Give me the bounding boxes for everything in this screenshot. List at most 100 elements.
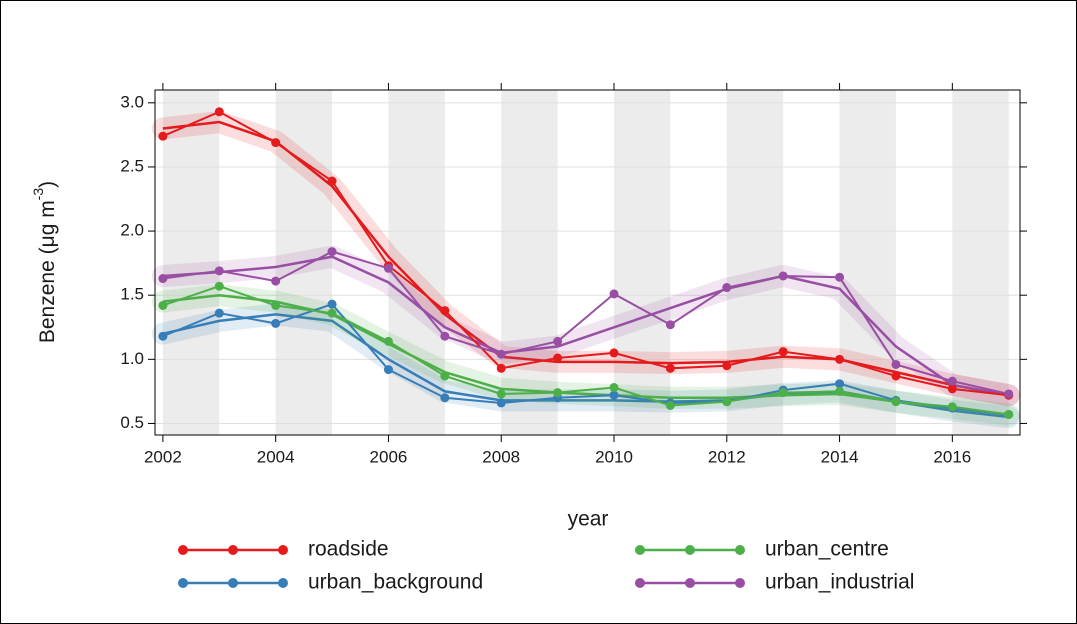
point [891, 397, 901, 407]
point [496, 389, 506, 399]
point [496, 363, 506, 373]
point [778, 271, 788, 281]
series-line [162, 285, 1009, 416]
point [947, 402, 957, 412]
point [835, 272, 845, 282]
point [271, 318, 281, 328]
x-axis-title: year [568, 508, 609, 531]
legend-point [228, 578, 238, 588]
x-tick-label: 2008 [482, 447, 520, 466]
point [1004, 389, 1014, 399]
legend-point [635, 545, 645, 555]
point [835, 386, 845, 396]
legend-point [278, 545, 288, 555]
legend-point [178, 578, 188, 588]
point [440, 331, 450, 341]
point [947, 384, 957, 394]
trend-line [162, 293, 1009, 416]
year-stripe [501, 90, 558, 435]
legend-label: roadside [308, 538, 389, 561]
legend-point [685, 578, 695, 588]
point [327, 299, 337, 309]
point [158, 131, 168, 141]
point [778, 388, 788, 398]
y-tick-label: 3.0 [120, 92, 144, 111]
point [214, 266, 224, 276]
point [271, 138, 281, 148]
point [327, 247, 337, 257]
y-tick-label: 2.0 [120, 221, 144, 240]
point [214, 308, 224, 318]
point [665, 320, 675, 330]
x-tick-label: 2006 [370, 447, 408, 466]
legend-point [735, 578, 745, 588]
legend-point [228, 545, 238, 555]
point [891, 371, 901, 381]
x-tick-label: 2004 [257, 447, 295, 466]
x-tick-label: 2002 [144, 447, 182, 466]
point [271, 276, 281, 286]
series-line [162, 110, 1009, 397]
point [496, 349, 506, 359]
point [440, 371, 450, 381]
legend-label: urban_background [308, 571, 483, 594]
y-title-main: Benzene (μg m [36, 200, 59, 343]
point [835, 379, 845, 389]
point [158, 300, 168, 310]
legend-point [635, 578, 645, 588]
point [553, 336, 563, 346]
point [158, 274, 168, 284]
legend-point [278, 578, 288, 588]
year-stripe [162, 90, 220, 435]
trend-line [162, 120, 1009, 397]
y-tick-label: 2.5 [120, 156, 144, 175]
point [214, 281, 224, 291]
y-axis-title: Benzene (μg m-3) [30, 181, 59, 343]
x-tick-label: 2014 [821, 447, 859, 466]
point [722, 283, 732, 293]
point [609, 390, 619, 400]
series-line [162, 250, 1009, 395]
point [609, 383, 619, 393]
point [158, 331, 168, 341]
point [383, 263, 393, 273]
year-stripe [726, 90, 784, 435]
point [440, 393, 450, 403]
point [947, 376, 957, 386]
legend-label: urban_centre [765, 538, 889, 561]
year-stripe [388, 90, 445, 435]
point [327, 176, 337, 186]
point [1004, 409, 1014, 419]
point [835, 354, 845, 364]
point [383, 365, 393, 375]
point [383, 336, 393, 346]
legend-point [685, 545, 695, 555]
y-tick-label: 0.5 [120, 413, 144, 432]
point [553, 388, 563, 398]
legend-point [178, 545, 188, 555]
year-stripe [614, 90, 671, 435]
year-stripe [952, 90, 1009, 435]
year-stripe [839, 90, 896, 435]
point [440, 306, 450, 316]
y-tick-label: 1.0 [120, 349, 144, 368]
y-tick-label: 1.5 [120, 285, 144, 304]
point [722, 397, 732, 407]
x-tick-label: 2010 [595, 447, 633, 466]
series-line [162, 303, 1009, 416]
plot-border [154, 89, 1021, 436]
legend-point [735, 545, 745, 555]
y-title-end: ) [36, 181, 59, 188]
point [327, 308, 337, 318]
point [665, 401, 675, 411]
point [271, 300, 281, 310]
trend-line [162, 255, 1009, 397]
y-title-sup: -3 [30, 188, 46, 201]
point [891, 359, 901, 369]
point [496, 398, 506, 408]
point [609, 289, 619, 299]
point [778, 347, 788, 357]
point [214, 107, 224, 117]
point [722, 361, 732, 371]
